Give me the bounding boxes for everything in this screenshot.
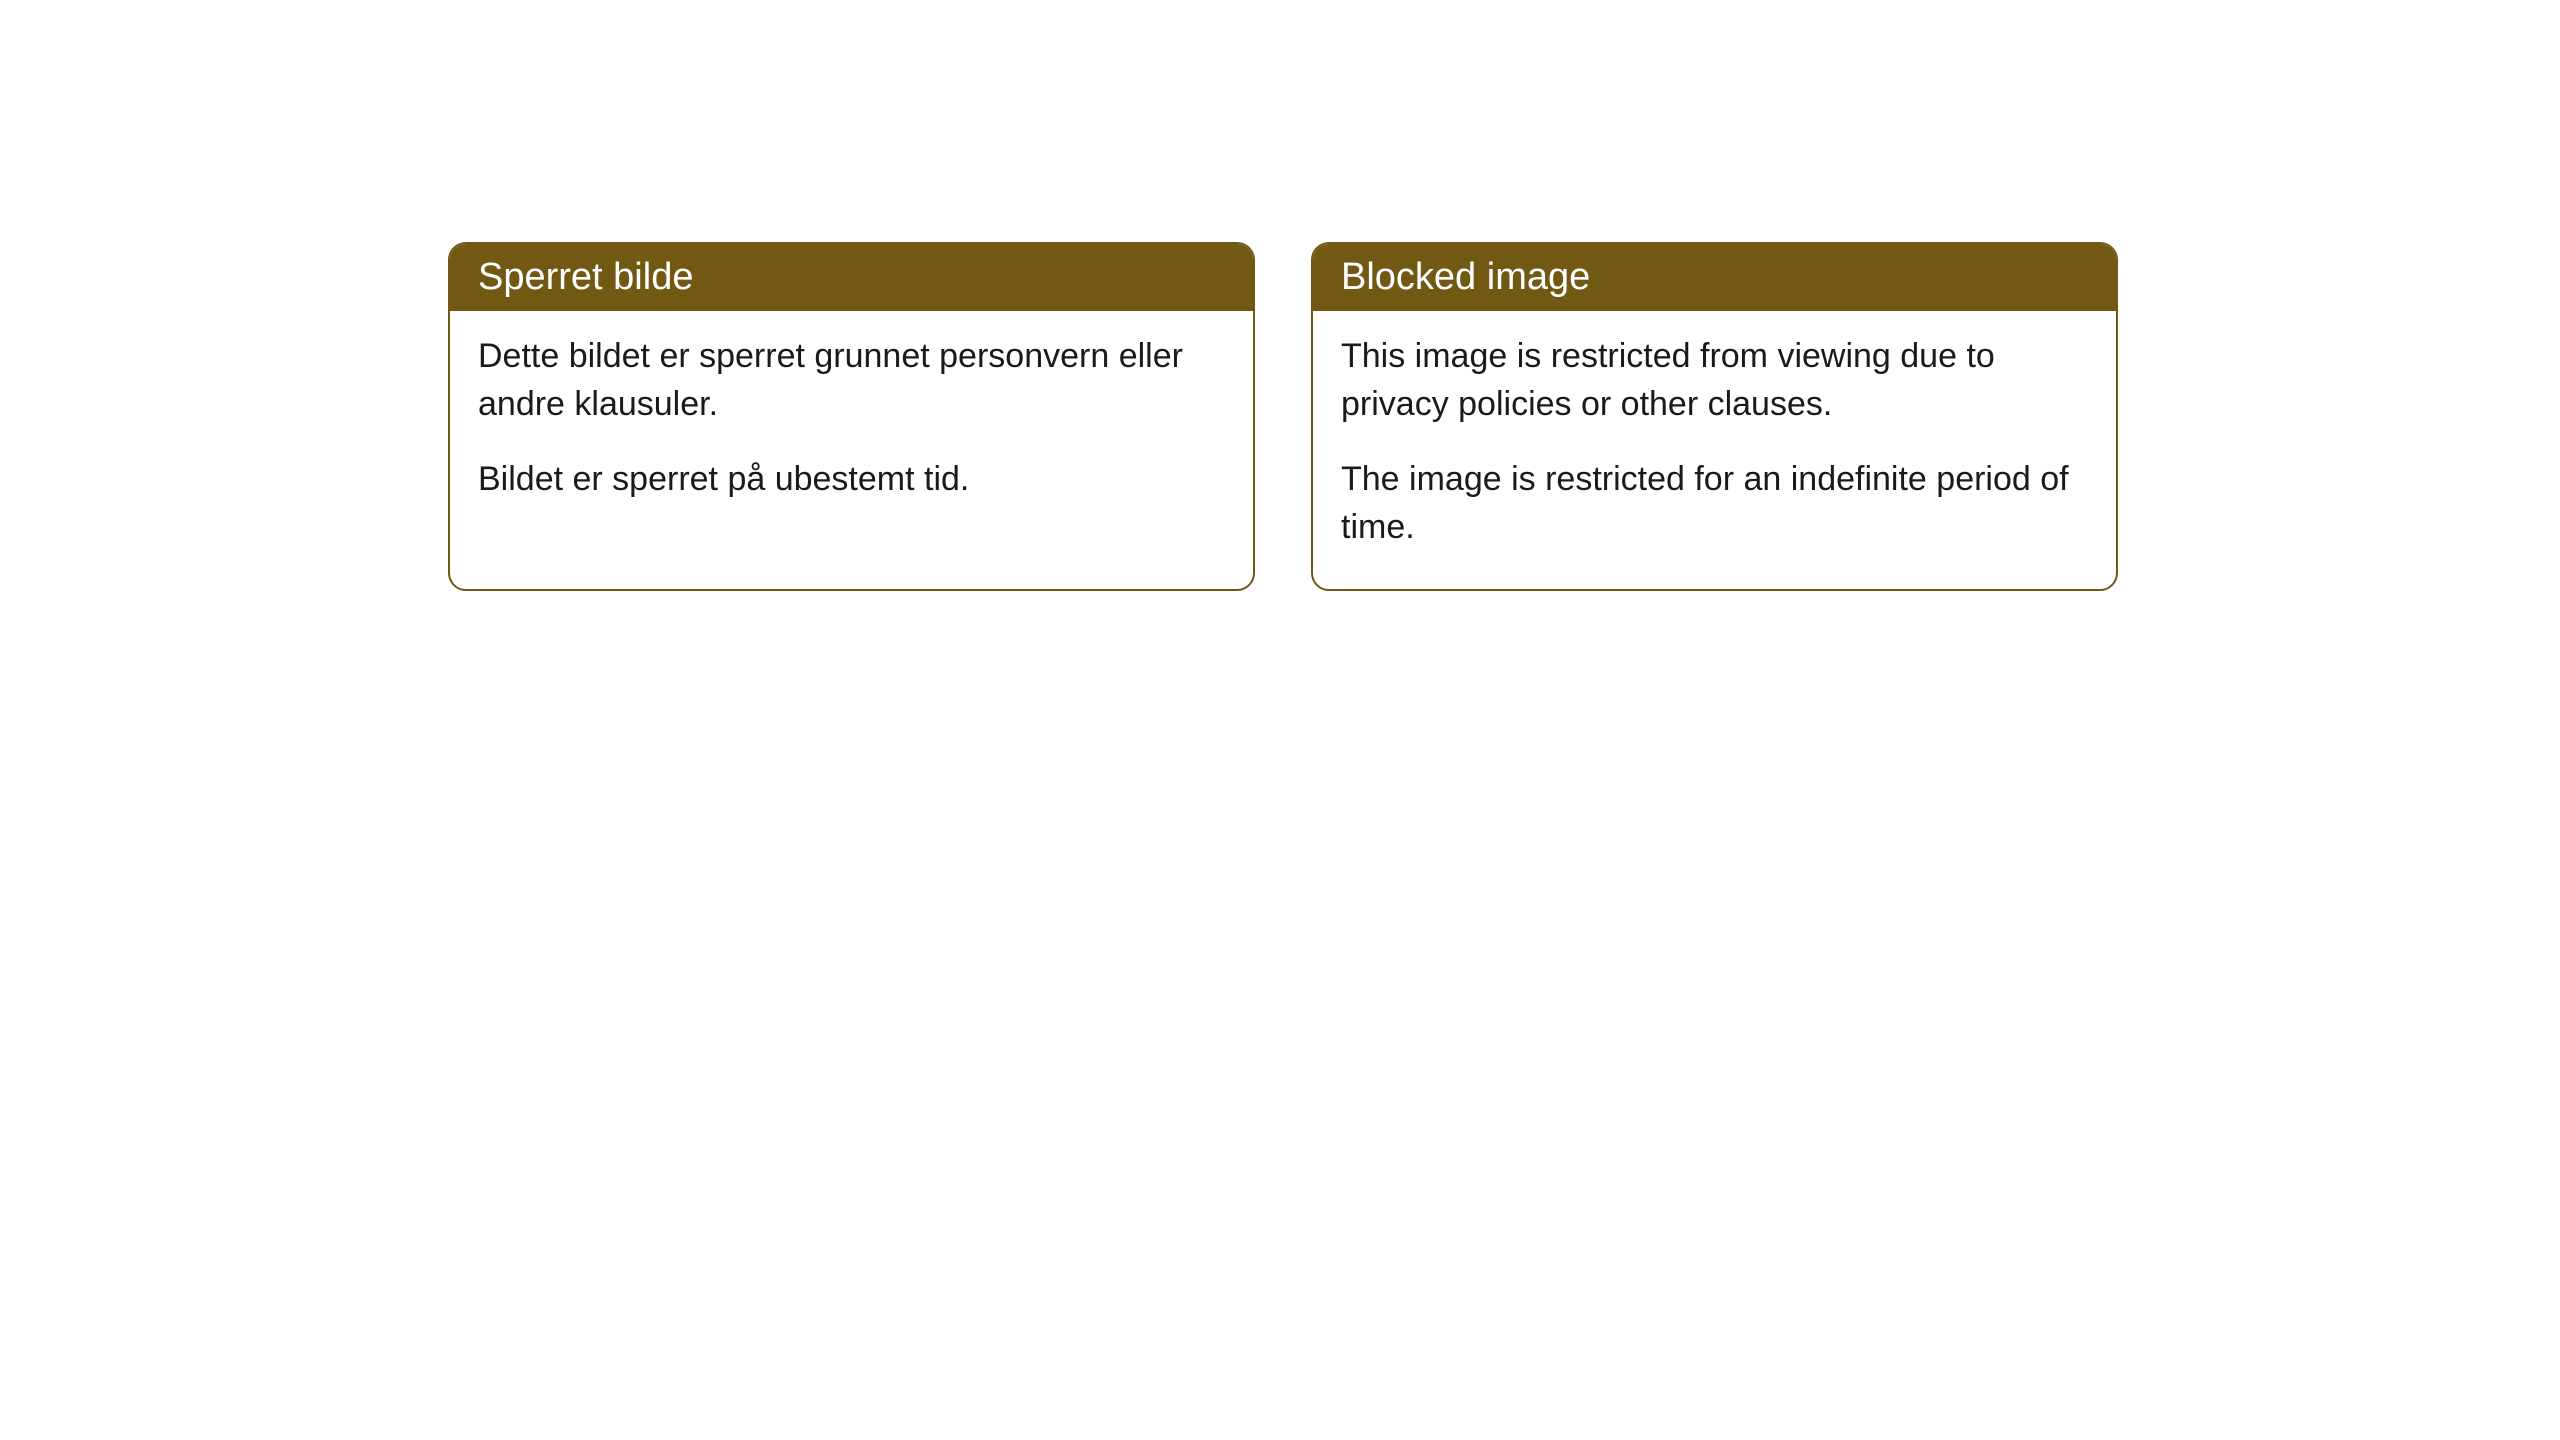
info-card-english: Blocked image This image is restricted f…	[1311, 242, 2118, 591]
card-header-english: Blocked image	[1313, 244, 2116, 311]
card-body-english: This image is restricted from viewing du…	[1313, 311, 2116, 589]
card-paragraph: This image is restricted from viewing du…	[1341, 333, 2088, 428]
card-paragraph: Bildet er sperret på ubestemt tid.	[478, 456, 1225, 504]
card-paragraph: Dette bildet er sperret grunnet personve…	[478, 333, 1225, 428]
card-header-norwegian: Sperret bilde	[450, 244, 1253, 311]
card-paragraph: The image is restricted for an indefinit…	[1341, 456, 2088, 551]
info-cards-container: Sperret bilde Dette bildet er sperret gr…	[448, 242, 2560, 591]
info-card-norwegian: Sperret bilde Dette bildet er sperret gr…	[448, 242, 1255, 591]
card-body-norwegian: Dette bildet er sperret grunnet personve…	[450, 311, 1253, 542]
